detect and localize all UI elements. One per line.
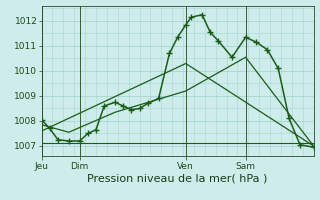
X-axis label: Pression niveau de la mer( hPa ): Pression niveau de la mer( hPa ) (87, 173, 268, 183)
